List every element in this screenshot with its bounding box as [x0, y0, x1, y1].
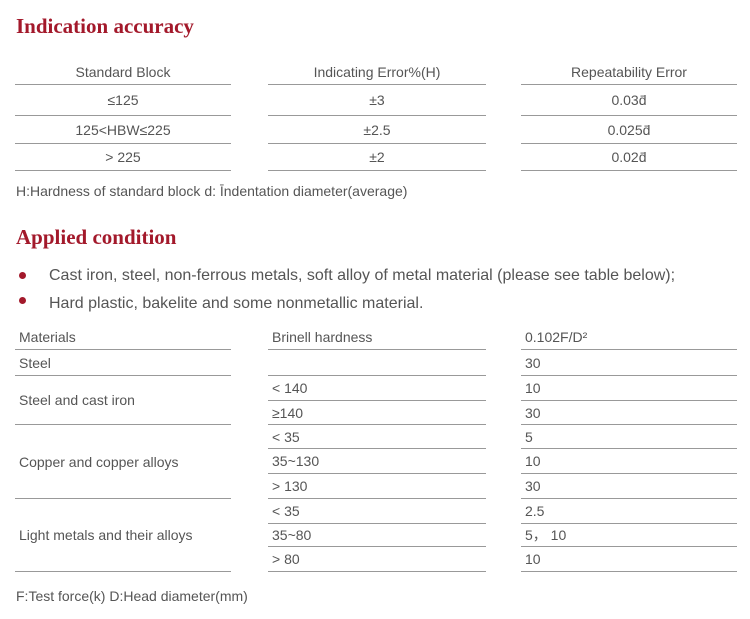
table-header: Brinell hardness [268, 325, 486, 350]
table-header: Repeatability Error [521, 56, 737, 85]
bullet-icon [19, 297, 26, 304]
table-cell: 5 [521, 425, 737, 449]
table-cell: Steel and cast iron [15, 376, 231, 425]
table-cell: 35~80 [268, 524, 486, 547]
materials-column: Materials Steel Steel and cast iron Copp… [15, 325, 231, 572]
table-cell: 30 [521, 350, 737, 376]
table-cell: 10 [521, 547, 737, 572]
table-cell [268, 350, 486, 376]
table-cell: ≥140 [268, 401, 486, 425]
table-header: Indicating Error%(H) [268, 56, 486, 85]
table-cell: 0.025d̄ [521, 116, 737, 144]
brinell-hardness-column: Brinell hardness < 140 ≥140 < 35 35~130 … [268, 325, 486, 572]
table-cell: 30 [521, 474, 737, 499]
section-title-indication-accuracy: Indication accuracy [16, 14, 194, 38]
table-cell: 35~130 [268, 449, 486, 474]
table-cell: 0.02d̄ [521, 144, 737, 171]
footnote: F:Test force(k) D:Head diameter(mm) [16, 588, 248, 604]
table-header: 0.102F/D² [521, 325, 737, 350]
table-cell: > 80 [268, 547, 486, 572]
table-cell: Copper and copper alloys [15, 425, 231, 499]
footnote: H:Hardness of standard block d: Īndentat… [16, 183, 408, 199]
bullet-text: Cast iron, steel, non-ferrous metals, so… [49, 267, 676, 284]
table-cell: 2.5 [521, 499, 737, 524]
table-cell: 5， 10 [521, 524, 737, 547]
table-cell: < 140 [268, 376, 486, 401]
table-cell: ≤125 [15, 85, 231, 116]
table-cell: 10 [521, 449, 737, 474]
table-cell: ±2.5 [268, 116, 486, 144]
bullet-icon [19, 272, 26, 279]
table-cell: ±3 [268, 85, 486, 116]
section-title-applied-condition: Applied condition [16, 225, 177, 249]
table-cell: < 35 [268, 499, 486, 524]
table-cell: 30 [521, 401, 737, 425]
standard-block-column: Standard Block ≤125 125<HBW≤225 > 225 [15, 56, 231, 171]
table-cell: < 35 [268, 425, 486, 449]
bullet-text: Hard plastic, bakelite and some nonmetal… [49, 295, 424, 312]
ratio-column: 0.102F/D² 30 10 30 5 10 30 2.5 5， 10 10 [521, 325, 737, 572]
table-cell: > 225 [15, 144, 231, 171]
table-cell: 10 [521, 376, 737, 401]
indicating-error-column: Indicating Error%(H) ±3 ±2.5 ±2 [268, 56, 486, 171]
table-cell: Steel [15, 350, 231, 376]
table-cell: Light metals and their alloys [15, 499, 231, 572]
table-header: Standard Block [15, 56, 231, 85]
table-cell: > 130 [268, 474, 486, 499]
table-header: Materials [15, 325, 231, 350]
table-cell: 125<HBW≤225 [15, 116, 231, 144]
table-cell: 0.03d̄ [521, 85, 737, 116]
table-cell: ±2 [268, 144, 486, 171]
repeatability-error-column: Repeatability Error 0.03d̄ 0.025d̄ 0.02d… [521, 56, 737, 171]
